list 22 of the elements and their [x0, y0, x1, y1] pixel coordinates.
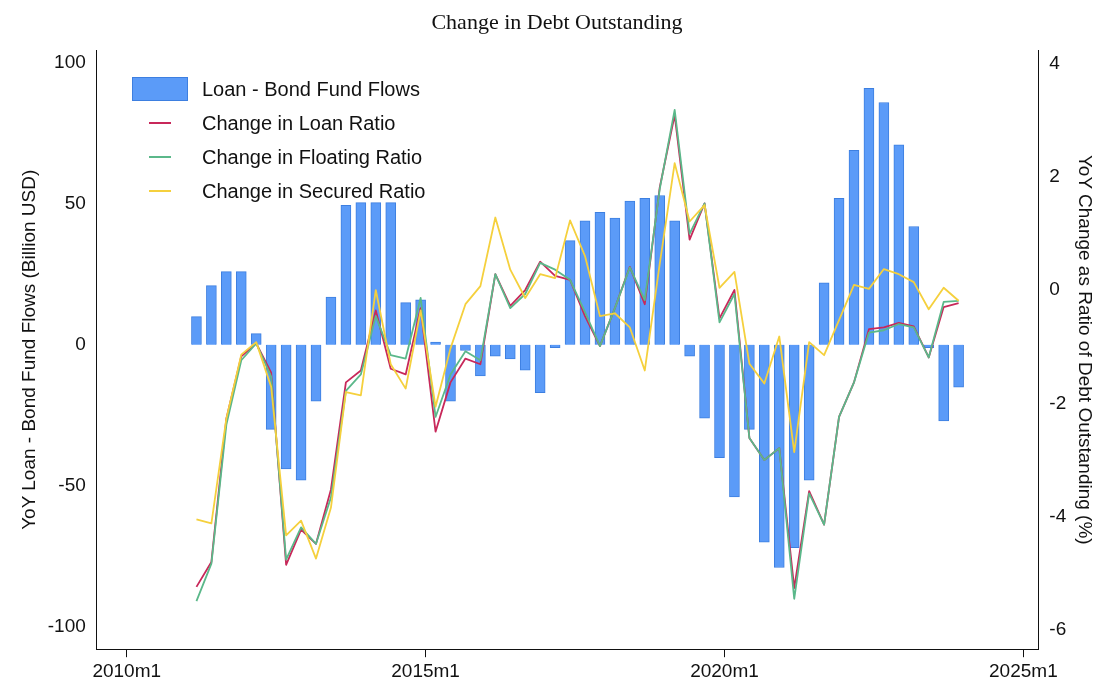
- y2-axis-title: YoY Change as Ratio of Debt Outstanding (%): [1075, 154, 1097, 545]
- x-tick-label: 2010m1: [92, 659, 162, 681]
- legend-label: Loan - Bond Fund Flows: [202, 77, 420, 101]
- y-axis-title: YoY Loan - Bond Fund Flows (Billion USD): [17, 169, 39, 530]
- legend-label: Change in Floating Ratio: [202, 145, 423, 169]
- y2-tick-label: 2: [1049, 164, 1060, 186]
- x-tick-label: 2015m1: [391, 659, 460, 681]
- y-tick-label: 0: [75, 333, 86, 355]
- x-tick-label: 2025m1: [989, 659, 1058, 681]
- legend-label: Change in Secured Ratio: [202, 179, 426, 203]
- chart-title: Change in Debt Outstanding: [431, 8, 683, 34]
- y-tick-label: 100: [54, 51, 86, 73]
- y-tick-label: -100: [47, 614, 86, 636]
- x-tick-label: 2020m1: [690, 659, 759, 681]
- legend-label: Change in Loan Ratio: [202, 111, 396, 135]
- y2-tick-label: 0: [1049, 278, 1060, 300]
- y2-tick-label: -2: [1049, 391, 1067, 413]
- y-tick-label: 50: [64, 192, 86, 214]
- y-tick-label: -50: [58, 474, 86, 495]
- y2-tick-label: -6: [1049, 618, 1067, 640]
- y2-tick-label: 4: [1049, 51, 1061, 73]
- y2-tick-label: -4: [1049, 504, 1067, 526]
